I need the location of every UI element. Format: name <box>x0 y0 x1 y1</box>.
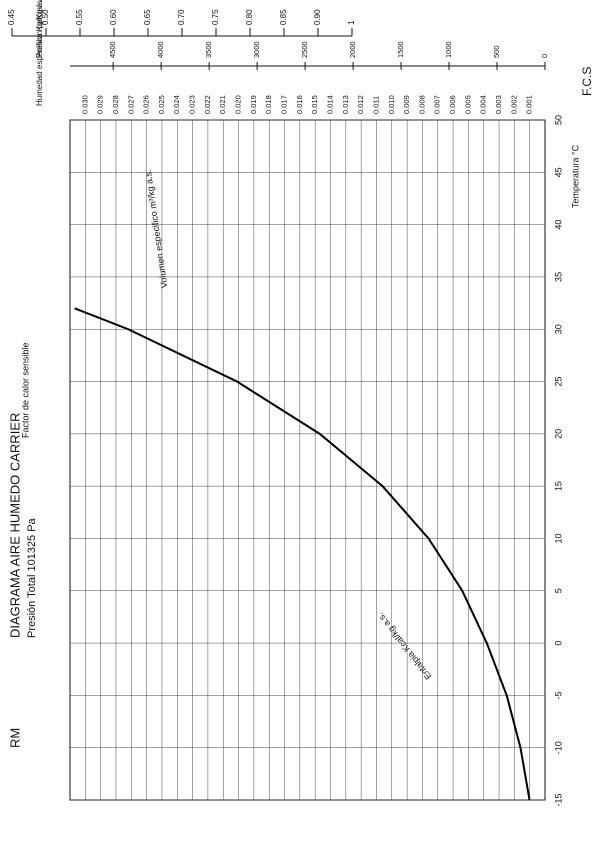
logo: RM <box>7 728 22 748</box>
y2-tick-label: 1000 <box>444 41 453 58</box>
chart-title: DIAGRAMA AIRE HUMEDO CARRIER <box>7 413 22 638</box>
annotation: F.C.S <box>580 67 594 96</box>
x-tick-label: -5 <box>553 691 563 699</box>
y2-tick-label: 3500 <box>204 41 213 58</box>
fcs-label: 0.50 <box>41 9 50 25</box>
fcs-label: 0.70 <box>177 9 186 25</box>
y-tick-label: 0.009 <box>402 95 411 114</box>
chart-subtitle: Presión Total 101325 Pa <box>26 517 38 638</box>
y2-tick-label: 3000 <box>252 41 261 58</box>
fcs-label: 0.90 <box>313 9 322 25</box>
y-tick-label: 0.024 <box>172 95 181 114</box>
x-tick-label: 40 <box>553 220 563 230</box>
x-tick-label: 25 <box>553 377 563 387</box>
y-tick-label: 0.012 <box>356 95 365 114</box>
y-tick-label: 0.021 <box>218 95 227 114</box>
y-tick-label: 0.020 <box>234 95 243 114</box>
y-tick-label: 0.004 <box>479 95 488 114</box>
y-tick-label: 0.013 <box>341 95 350 114</box>
fcs-label: 0.80 <box>245 9 254 25</box>
y-tick-label: 0.015 <box>310 95 319 114</box>
y-axis-label: Humedad especifica Kg/Kg a.s. <box>35 0 44 106</box>
y-tick-label: 0.008 <box>417 95 426 114</box>
y-tick-label: 0.022 <box>203 95 212 114</box>
y-tick-label: 0.014 <box>325 95 334 114</box>
fcs-label: 0.85 <box>279 9 288 25</box>
y-tick-label: 0.002 <box>509 95 518 114</box>
x-tick-label: 35 <box>553 272 563 282</box>
y-tick-label: 0.019 <box>249 95 258 114</box>
y2-tick-label: 1500 <box>396 41 405 58</box>
y-tick-label: 0.017 <box>280 95 289 114</box>
y2-tick-label: 2000 <box>348 41 357 58</box>
fcs-label: 0.60 <box>109 9 118 25</box>
y-tick-label: 0.006 <box>448 95 457 114</box>
y-tick-label: 0.027 <box>126 95 135 114</box>
y-tick-label: 0.001 <box>525 95 534 114</box>
x-axis-label: Temperatura °C <box>570 144 580 208</box>
y-tick-label: 0.010 <box>387 95 396 114</box>
x-tick-label: -10 <box>553 741 563 754</box>
annotation: Factor de calor sensible <box>20 342 30 438</box>
y-tick-label: 0.005 <box>463 95 472 114</box>
y-tick-label: 0.003 <box>494 95 503 114</box>
x-tick-label: 30 <box>553 324 563 334</box>
y2-tick-label: 2500 <box>300 41 309 58</box>
y-tick-label: 0.029 <box>96 95 105 114</box>
x-tick-label: 45 <box>553 167 563 177</box>
y-tick-label: 0.023 <box>188 95 197 114</box>
x-tick-label: 5 <box>553 588 563 593</box>
saturation-curve <box>74 307 531 801</box>
x-tick-label: -15 <box>553 793 563 806</box>
y2-axis-label: Presion parcial vapor Pa <box>35 0 44 58</box>
fcs-label: 0.75 <box>211 9 220 25</box>
fcs-label: 1 <box>347 20 356 25</box>
y2-tick-label: 4500 <box>108 41 117 58</box>
fcs-label: 0.55 <box>75 9 84 25</box>
y-tick-label: 0.016 <box>295 95 304 114</box>
fcs-label: 0.65 <box>143 9 152 25</box>
y2-tick-label: 500 <box>492 45 501 58</box>
y2-tick-label: 0 <box>540 54 549 58</box>
y-tick-label: 0.018 <box>264 95 273 114</box>
x-tick-label: 20 <box>553 429 563 439</box>
fcs-label: 0.45 <box>7 9 16 25</box>
y2-tick-label: 4000 <box>156 41 165 58</box>
y-tick-label: 0.026 <box>142 95 151 114</box>
x-tick-label: 10 <box>553 533 563 543</box>
y-tick-label: 0.028 <box>111 95 120 114</box>
y-tick-label: 0.007 <box>433 95 442 114</box>
y-tick-label: 0.025 <box>157 95 166 114</box>
x-tick-label: 0 <box>553 641 563 646</box>
x-tick-label: 50 <box>553 115 563 125</box>
x-tick-label: 15 <box>553 481 563 491</box>
y-tick-label: 0.030 <box>80 95 89 114</box>
y-tick-label: 0.011 <box>371 96 380 114</box>
